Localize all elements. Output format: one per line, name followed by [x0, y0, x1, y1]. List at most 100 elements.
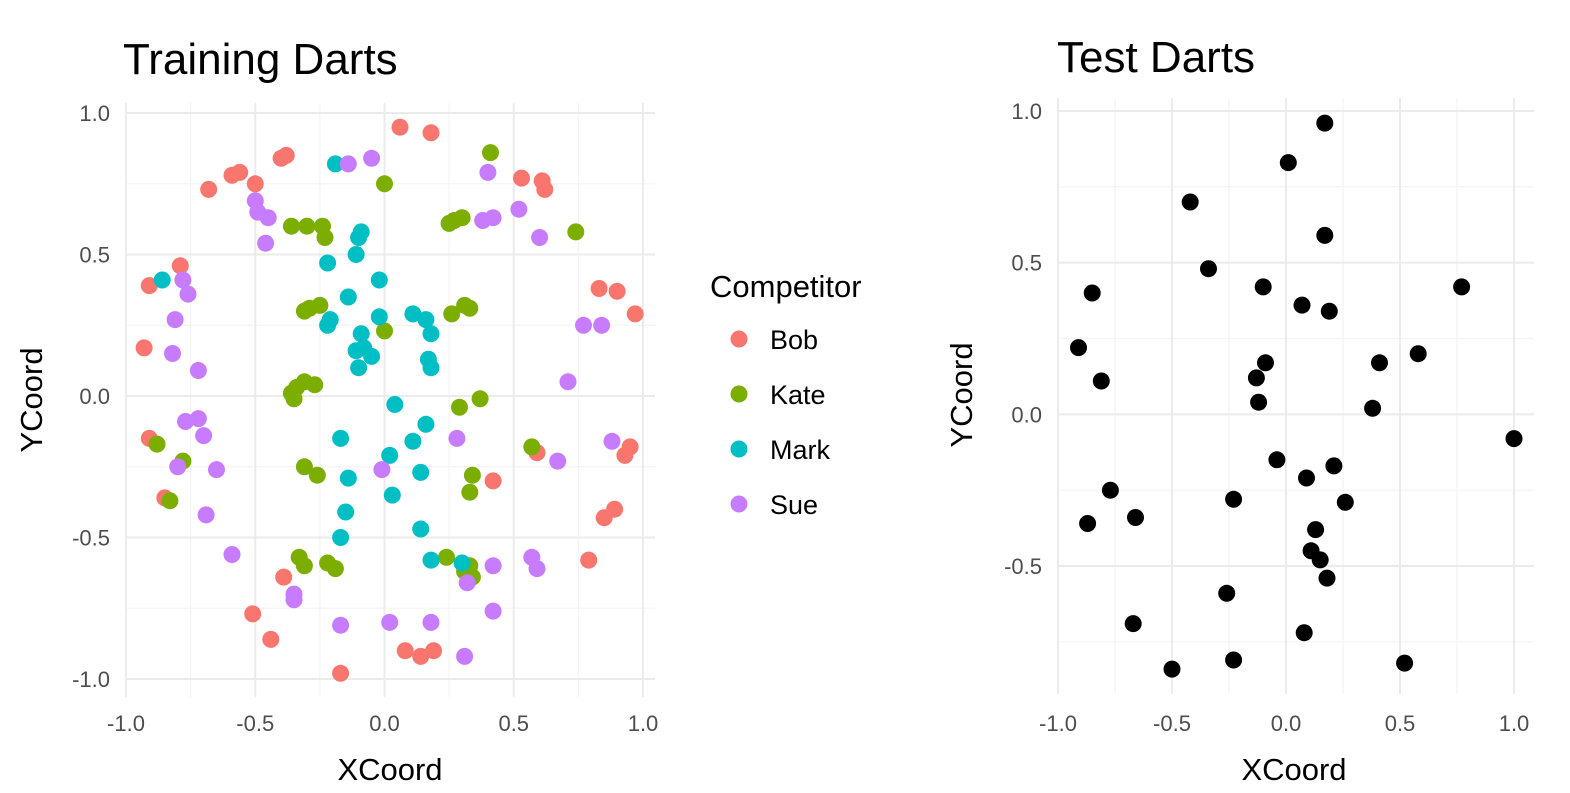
training-x-tick-label: 1.0	[628, 711, 659, 736]
test-point-test	[1293, 296, 1311, 314]
training-point-sue	[531, 229, 549, 246]
test-y-axis-label: YCoord	[944, 342, 979, 447]
training-point-kate	[295, 302, 313, 320]
training-point-kate	[308, 466, 326, 484]
test-point-test	[1101, 481, 1119, 499]
training-point-sue	[484, 209, 502, 227]
training-point-mark	[319, 254, 337, 272]
test-point-test	[1371, 354, 1388, 372]
training-point-sue	[528, 560, 546, 578]
test-x-tick-label: 0.5	[1385, 711, 1416, 736]
legend-label-bob: Bob	[770, 325, 818, 355]
training-point-bob	[484, 472, 502, 490]
training-point-sue	[448, 429, 466, 447]
test-tick-labels: -1.0 -0.5 0.0 0.5 1.0 -0.5 0.0 0.5 1.0	[1004, 99, 1529, 736]
training-point-kate	[376, 175, 393, 193]
training-point-sue	[479, 163, 497, 181]
test-chart-title: Test Darts	[1057, 33, 1255, 82]
training-point-bob	[626, 305, 644, 323]
training-y-axis-label: YCoord	[14, 347, 49, 452]
training-point-sue	[484, 557, 502, 575]
training-point-bob	[140, 277, 158, 295]
training-point-kate	[161, 492, 179, 510]
training-point-bob	[200, 180, 218, 198]
training-point-kate	[443, 305, 461, 323]
training-point-sue	[257, 234, 275, 252]
training-point-sue	[223, 546, 241, 563]
training-point-bob	[590, 280, 608, 297]
test-x-tick-label: 1.0	[1499, 711, 1530, 736]
test-point-test	[1268, 451, 1286, 469]
test-point-test	[1225, 651, 1243, 669]
training-point-mark	[332, 529, 350, 546]
test-point-test	[1409, 345, 1427, 363]
training-tick-labels: -1.0 -0.5 0.0 0.5 1.0 -1.0 -0.5 0.0 0.5 1.0	[72, 101, 658, 736]
test-x-tick-label: -0.5	[1153, 711, 1191, 736]
training-point-sue	[285, 591, 303, 609]
test-point-test	[1163, 660, 1181, 678]
training-point-bob	[244, 605, 262, 623]
training-point-kate	[453, 209, 471, 227]
training-point-bob	[171, 257, 189, 275]
training-point-sue	[603, 432, 621, 450]
training-point-bob	[246, 175, 264, 193]
training-point-mark	[350, 229, 368, 246]
training-point-mark	[339, 469, 357, 487]
test-point-test	[1505, 430, 1523, 448]
training-point-mark	[412, 520, 430, 538]
training-point-bob	[275, 568, 293, 586]
training-point-sue	[422, 613, 440, 631]
test-point-test	[1316, 226, 1334, 244]
test-point-test	[1295, 624, 1313, 642]
test-y-tick-label: 0.5	[1011, 251, 1042, 276]
training-point-kate	[295, 557, 313, 575]
training-point-mark	[453, 554, 471, 572]
training-point-sue	[363, 149, 381, 167]
training-point-bob	[391, 118, 409, 136]
training-point-sue	[197, 506, 215, 524]
training-y-tick-label: 0.5	[79, 243, 110, 268]
training-point-mark	[383, 486, 401, 504]
test-point-test	[1298, 469, 1315, 487]
test-point-test	[1092, 372, 1110, 390]
legend-label-kate: Kate	[770, 380, 826, 410]
training-point-mark	[319, 316, 337, 334]
training-point-kate	[471, 390, 489, 408]
test-point-test	[1316, 114, 1334, 132]
training-point-sue	[456, 647, 474, 665]
training-point-mark	[153, 271, 171, 289]
training-x-axis-label: XCoord	[337, 752, 442, 787]
training-point-bob	[616, 446, 634, 464]
training-point-sue	[189, 410, 207, 428]
training-point-kate	[316, 229, 334, 246]
test-x-axis-label: XCoord	[1241, 752, 1346, 787]
training-point-bob	[332, 664, 350, 682]
test-point-test	[1083, 284, 1101, 302]
training-point-kate	[295, 458, 313, 476]
training-point-mark	[412, 463, 430, 481]
test-grid	[1057, 98, 1534, 694]
training-chart-title: Training Darts	[123, 35, 398, 84]
test-point-test	[1127, 509, 1144, 526]
test-x-tick-label: 0.0	[1271, 711, 1302, 736]
test-point-test	[1247, 369, 1265, 387]
training-point-mark	[352, 325, 370, 343]
training-point-kate	[282, 217, 300, 235]
training-point-bob	[396, 642, 414, 660]
training-point-sue	[575, 316, 592, 334]
legend-label-sue: Sue	[770, 490, 818, 520]
training-point-mark	[422, 325, 440, 343]
training-point-sue	[593, 316, 611, 334]
training-point-mark	[350, 359, 368, 377]
training-point-kate	[376, 322, 393, 340]
training-point-bob	[606, 500, 624, 518]
training-point-bob	[272, 149, 290, 167]
training-point-sue	[179, 285, 197, 303]
training-point-mark	[417, 415, 435, 433]
test-point-test	[1079, 515, 1097, 532]
training-point-sue	[164, 345, 181, 362]
training-point-mark	[332, 429, 350, 447]
legend-swatch-bob	[730, 330, 748, 348]
test-point-test	[1307, 521, 1325, 539]
